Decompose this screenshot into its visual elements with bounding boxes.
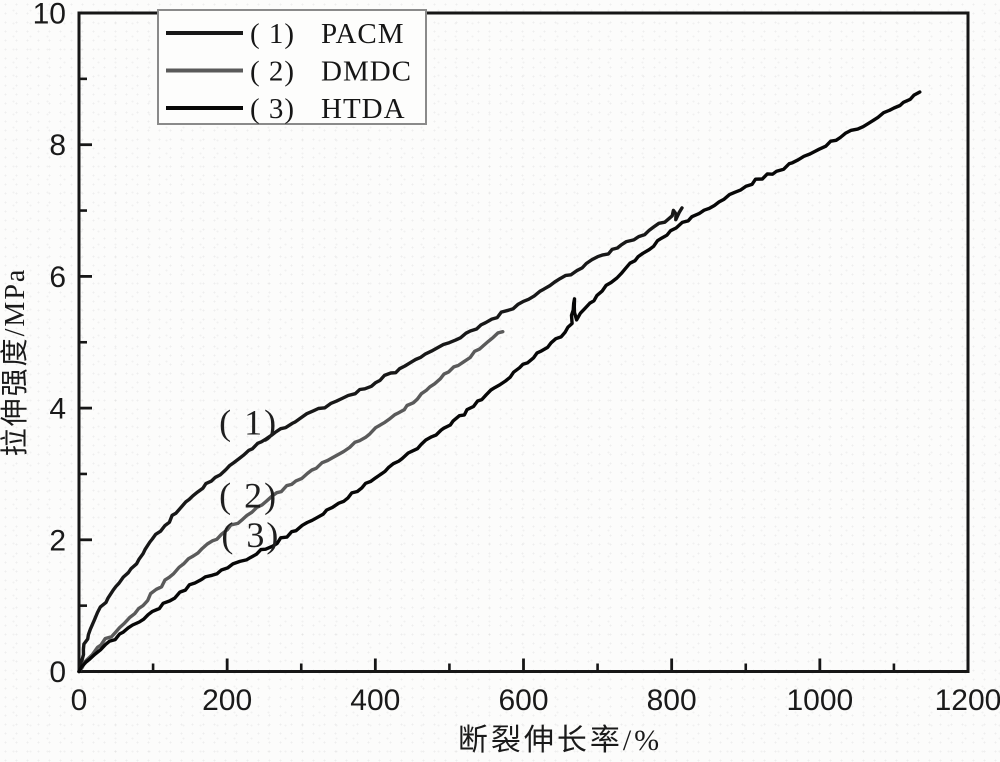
x-tick-label: 400 [350, 684, 400, 717]
x-tick-label: 600 [498, 684, 548, 717]
y-tick-label: 8 [49, 129, 66, 162]
legend-label-htda: HTDA [321, 93, 406, 125]
x-tick-label: 1000 [786, 684, 853, 717]
series-line-dmdc [77, 330, 505, 674]
series-line-pacm [77, 206, 684, 674]
axes-layer: 0 200 400 600 800 1000 1200 0 2 4 6 8 10 [33, 0, 1000, 717]
series-line-htda [77, 90, 922, 674]
y-tick-label: 10 [33, 0, 66, 31]
curve-annotation-1: ( 1) [219, 403, 278, 443]
y-tick-label: 2 [49, 524, 66, 557]
y-axis-title: 拉伸强度/MPa [0, 268, 31, 457]
x-tick-label: 0 [71, 684, 88, 717]
annotations-layer: ( 1) ( 2)( 3) [219, 403, 280, 556]
x-tick-label: 800 [647, 684, 697, 717]
legend-prefix-pacm: ( 1) [250, 18, 295, 50]
series-layer [77, 90, 922, 674]
x-axis-title: 断裂伸长率/% [458, 724, 662, 757]
legend-label-dmdc: DMDC [321, 56, 412, 88]
y-tick-label: 4 [49, 393, 66, 426]
x-tick-label: 1200 [935, 684, 1000, 717]
legend-prefix-htda: ( 3) [250, 93, 295, 125]
legend-label-pacm: PACM [321, 18, 405, 50]
curve-annotation-3: ( 3) [221, 515, 280, 555]
x-tick-label: 200 [202, 684, 252, 717]
y-tick-label: 0 [49, 656, 66, 689]
y-tick-label: 6 [49, 261, 66, 294]
legend-prefix-dmdc: ( 2) [250, 56, 295, 88]
curve-annotation-2: ( 2) [219, 476, 278, 516]
legend-box [157, 9, 427, 125]
legend: ( 1) PACM ( 2) DMDC ( 3) HTDA [157, 9, 427, 125]
